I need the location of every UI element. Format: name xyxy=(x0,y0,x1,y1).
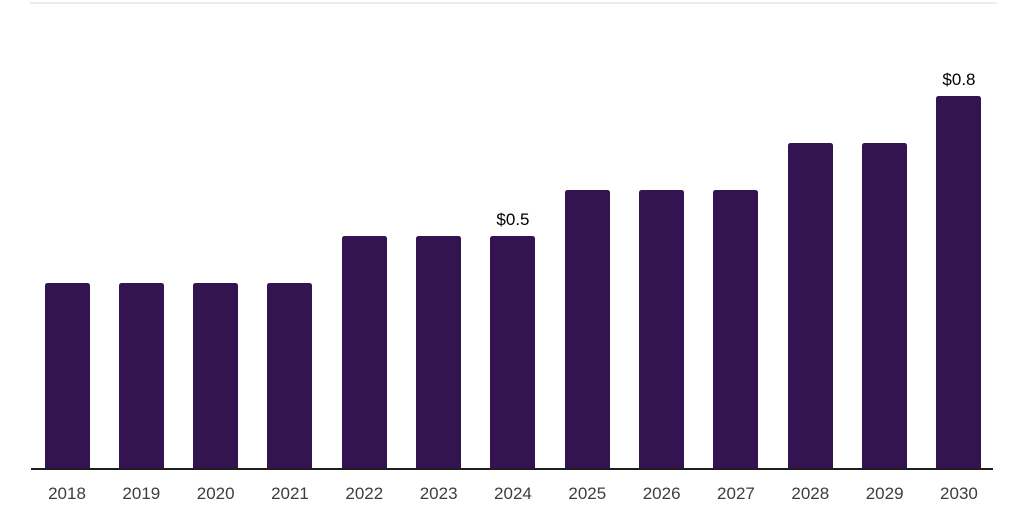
bar-2018 xyxy=(44,283,90,470)
bar-2019 xyxy=(118,283,164,470)
bar-2027 xyxy=(713,189,759,470)
bar-2030 xyxy=(936,96,982,470)
x-tick-label-2030: 2030 xyxy=(940,484,978,503)
x-tick-label-2026: 2026 xyxy=(642,484,681,503)
x-tick-label-2021: 2021 xyxy=(271,484,309,503)
bar-2023 xyxy=(416,236,462,470)
x-tick-label-2027: 2027 xyxy=(717,484,755,503)
bar-2029 xyxy=(862,142,908,470)
bar-2024 xyxy=(490,236,536,470)
x-tick-label-2028: 2028 xyxy=(791,484,830,503)
chart-top-border xyxy=(30,2,997,4)
bar-2022 xyxy=(341,236,387,470)
x-tick-label-2020: 2020 xyxy=(196,484,235,503)
bar-value-label-2024: $0.5 xyxy=(496,210,530,230)
bar-2026 xyxy=(639,189,685,470)
bar-value-label-2030: $0.8 xyxy=(942,70,976,89)
x-axis-line xyxy=(31,468,993,470)
bar-2025 xyxy=(564,189,610,470)
x-tick-label-2018: 2018 xyxy=(48,484,86,503)
x-tick-label-2024: 2024 xyxy=(494,484,532,503)
x-tick-label-2029: 2029 xyxy=(865,484,904,503)
bar-2028 xyxy=(787,142,833,470)
bar-2021 xyxy=(267,283,313,470)
x-tick-label-2025: 2025 xyxy=(568,484,607,503)
bar-2020 xyxy=(193,283,239,470)
x-tick-label-2022: 2022 xyxy=(345,484,384,503)
x-tick-label-2023: 2023 xyxy=(419,484,458,503)
x-tick-label-2019: 2019 xyxy=(122,484,161,503)
